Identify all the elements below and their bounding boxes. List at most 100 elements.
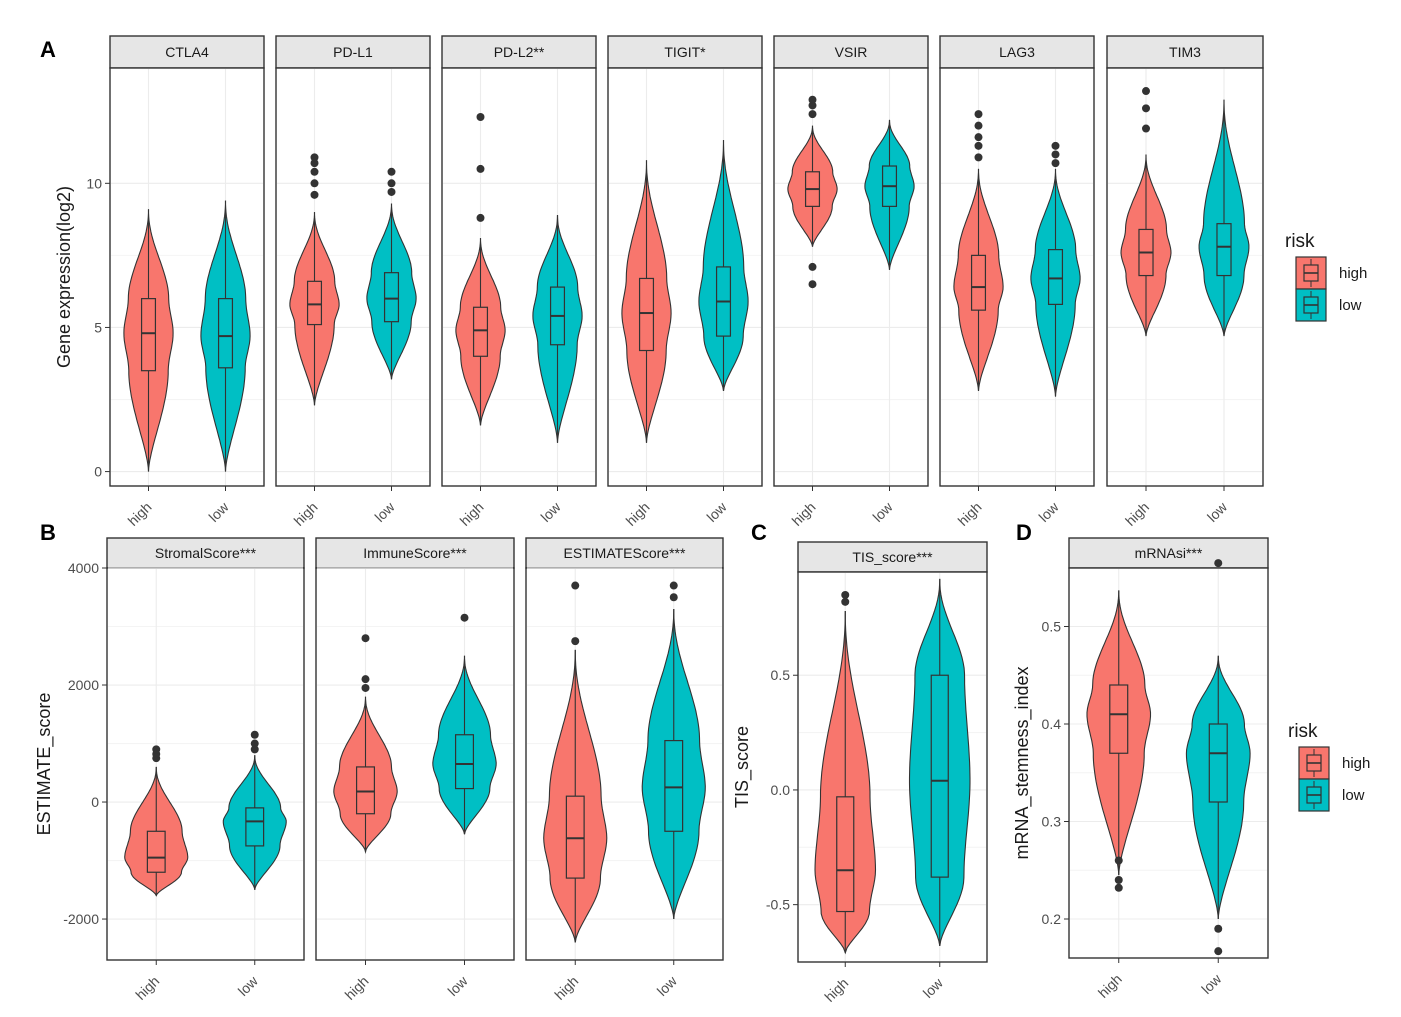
y-tick-label: 10 <box>86 175 102 191</box>
x-tick-label: high <box>1122 499 1152 529</box>
outlier-point <box>250 739 259 748</box>
x-tick-label: low <box>920 974 947 1001</box>
x-tick-label: high <box>132 973 162 1003</box>
outlier-point <box>476 113 485 122</box>
legend-risk: risk high low <box>1288 721 1370 812</box>
outlier-point <box>974 153 983 162</box>
outlier-point <box>1214 947 1223 956</box>
x-tick-label: high <box>342 973 372 1003</box>
violin-high <box>1120 154 1172 337</box>
box-iqr <box>217 298 234 369</box>
facet-pd-l1: PD-L1 high low <box>275 35 431 529</box>
panel-letter-d: D <box>1016 520 1032 545</box>
group-high <box>289 153 340 406</box>
outlier-point <box>1142 87 1150 96</box>
facet-strip <box>441 35 597 69</box>
x-tick-label: low <box>444 972 471 999</box>
outlier-point <box>476 213 485 222</box>
facet-strip-label: VSIR <box>835 44 868 60</box>
y-tick-label: 0.5 <box>771 667 791 683</box>
violin-high <box>621 160 672 443</box>
outlier-point <box>974 133 983 142</box>
box-iqr <box>245 807 265 847</box>
group-high <box>455 113 506 426</box>
x-tick-label: low <box>869 498 896 525</box>
outlier-point <box>808 95 817 104</box>
group-low <box>864 119 915 270</box>
facet-tigit: TIGIT* high low <box>607 35 763 529</box>
y-axis-title: TIS_score <box>732 726 753 808</box>
outlier-point <box>460 613 469 622</box>
group-high <box>787 95 838 289</box>
facet-strip-label: TIS_score*** <box>852 549 933 565</box>
x-tick-label: high <box>551 973 581 1003</box>
outlier-point <box>310 179 319 188</box>
group-low <box>698 140 749 391</box>
y-tick-label: 0 <box>94 464 102 480</box>
legend-label: low <box>1342 787 1365 804</box>
x-tick-label: low <box>537 498 564 525</box>
x-tick-label: high <box>623 499 653 529</box>
violin-high <box>1086 590 1152 876</box>
facet-strip <box>939 35 1095 69</box>
x-tick-label: high <box>789 499 819 529</box>
y-tick-label: 2000 <box>68 677 99 693</box>
outlier-point <box>1114 876 1123 884</box>
facet-strip-label: TIGIT* <box>664 44 706 60</box>
box-iqr <box>664 739 684 832</box>
y-tick-label: 0.2 <box>1042 911 1062 927</box>
facet-tim3: TIM3 high low <box>1106 35 1264 529</box>
group-high <box>621 160 672 443</box>
outlier-point <box>669 581 678 590</box>
facet-strip <box>1068 537 1269 569</box>
outlier-point <box>808 280 817 289</box>
facet-strip <box>1106 35 1264 69</box>
facet-strip-label: StromalScore*** <box>155 545 257 561</box>
box-iqr <box>1109 684 1129 754</box>
x-tick-label: high <box>821 975 851 1005</box>
outlier-point <box>250 730 259 739</box>
box-iqr <box>306 280 323 326</box>
facet-vsir: VSIR high low <box>773 35 929 529</box>
y-tick-label: 0 <box>91 794 99 810</box>
facet-strip <box>525 537 724 569</box>
facet-estimatescore: ESTIMATEScore*** high low <box>525 537 724 1003</box>
outlier-point <box>476 164 485 173</box>
box-iqr <box>355 766 376 815</box>
outlier-point <box>152 745 161 754</box>
outlier-point <box>841 590 850 599</box>
violin-low <box>532 214 583 443</box>
legend-key-high: high <box>1298 746 1370 780</box>
x-tick-label: low <box>371 498 398 525</box>
x-tick-label: high <box>457 499 487 529</box>
facet-strip-label: CTLA4 <box>165 44 209 60</box>
panel-letter-b: B <box>40 520 56 545</box>
y-tick-label: -0.5 <box>766 897 790 913</box>
facet-panel <box>773 67 929 487</box>
box-iqr <box>638 277 655 352</box>
group-low <box>1198 99 1250 337</box>
facet-strip <box>275 35 431 69</box>
legend-label: high <box>1339 265 1367 282</box>
facet-strip <box>106 537 305 569</box>
violin-high <box>953 168 1004 391</box>
box-iqr <box>565 795 585 879</box>
outlier-point <box>808 110 817 119</box>
box-iqr <box>383 272 400 323</box>
box-iqr <box>146 830 166 873</box>
chart-3: mRNA_stemness_index 0.2 0.3 0.4 0.5 mRNAsi***… <box>1012 537 1269 1001</box>
chart-2: TIS_score -0.5 0.0 0.5 TIS_score***high low <box>732 541 988 1005</box>
box-iqr <box>454 734 475 790</box>
box-iqr <box>1208 723 1228 803</box>
box-iqr <box>1216 223 1232 277</box>
group-high <box>333 634 398 854</box>
outlier-point <box>669 593 678 602</box>
group-high <box>1086 590 1152 892</box>
facet-pd-l2: PD-L2** high low <box>441 35 597 529</box>
y-tick-label: 0.4 <box>1042 716 1062 732</box>
facet-strip <box>607 35 763 69</box>
facet-mrnasi: mRNAsi*** high low <box>1068 537 1269 1001</box>
x-tick-label: high <box>125 499 155 529</box>
facet-strip-label: ImmuneScore*** <box>363 545 467 561</box>
outlier-point <box>1142 104 1150 113</box>
